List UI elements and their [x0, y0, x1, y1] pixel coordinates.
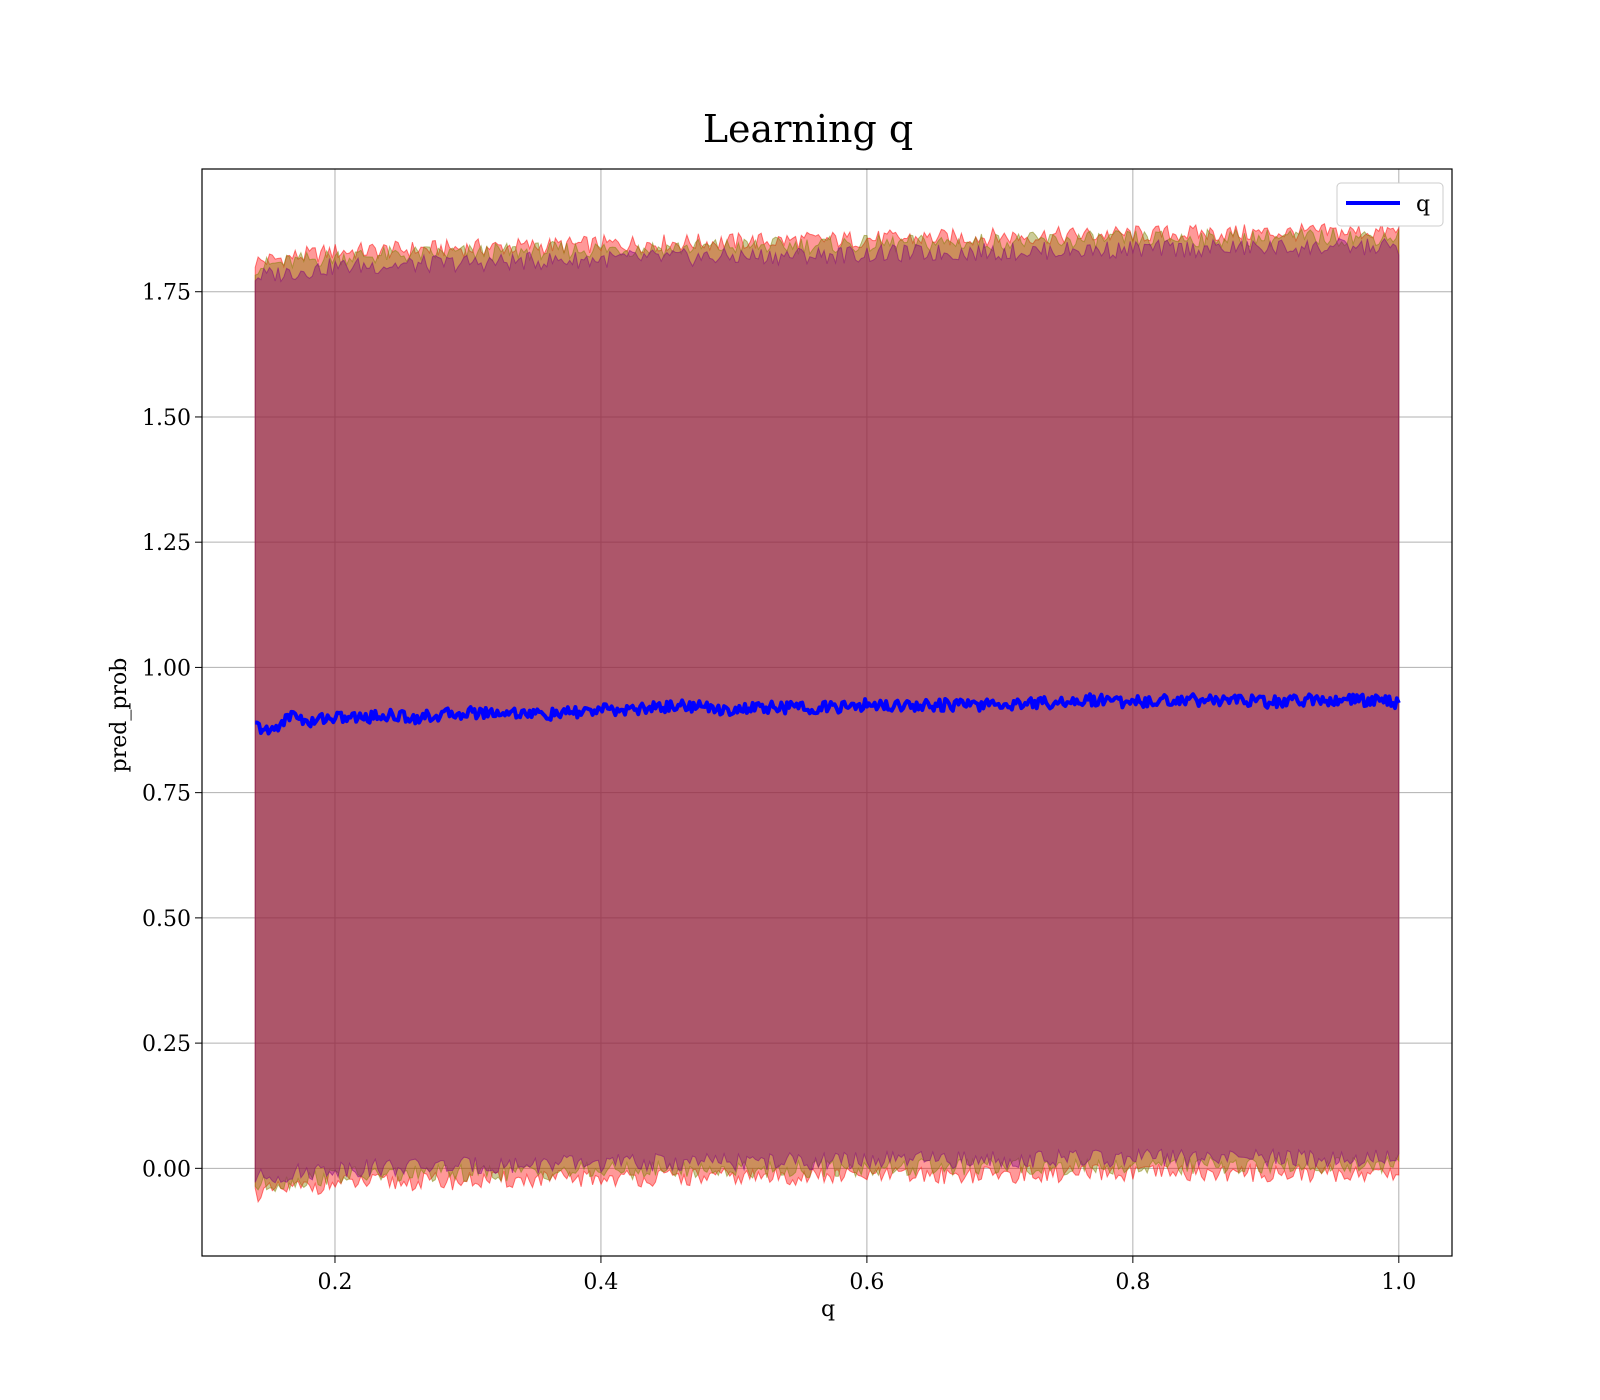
- y-tick-label: 1.00: [142, 656, 191, 681]
- x-axis-ticks: 0.2 0.4 0.6 0.8 1.0: [317, 1256, 1416, 1295]
- y-axis-ticks: 0.00 0.25 0.50 0.75 1.00 1.25 1.50 1.75: [142, 281, 202, 1182]
- x-tick-label: 0.8: [1115, 1270, 1150, 1295]
- legend: q: [1336, 182, 1444, 227]
- series-line-q: [255, 692, 1401, 736]
- x-axis-label: q: [821, 1297, 835, 1322]
- y-tick-label: 1.75: [142, 281, 191, 306]
- chart-title: Learning q: [703, 107, 913, 151]
- x-tick-label: 0.6: [849, 1270, 884, 1295]
- plot-frame: [201, 168, 1453, 1257]
- y-axis-label: pred_prob: [107, 658, 132, 773]
- y-tick-label: 0.25: [142, 1032, 191, 1057]
- y-tick-label: 0.50: [142, 907, 191, 932]
- x-tick-label: 1.0: [1381, 1270, 1416, 1295]
- y-tick-label: 0.75: [142, 782, 191, 807]
- series-lines: [255, 692, 1401, 736]
- x-tick-label: 0.4: [583, 1270, 618, 1295]
- y-tick-label: 1.25: [142, 531, 191, 556]
- x-tick-label: 0.2: [317, 1270, 352, 1295]
- y-tick-label: 0.00: [142, 1157, 191, 1182]
- plot-area: [201, 168, 1453, 1257]
- y-tick-label: 1.50: [142, 406, 191, 431]
- legend-label-q: q: [1416, 192, 1430, 217]
